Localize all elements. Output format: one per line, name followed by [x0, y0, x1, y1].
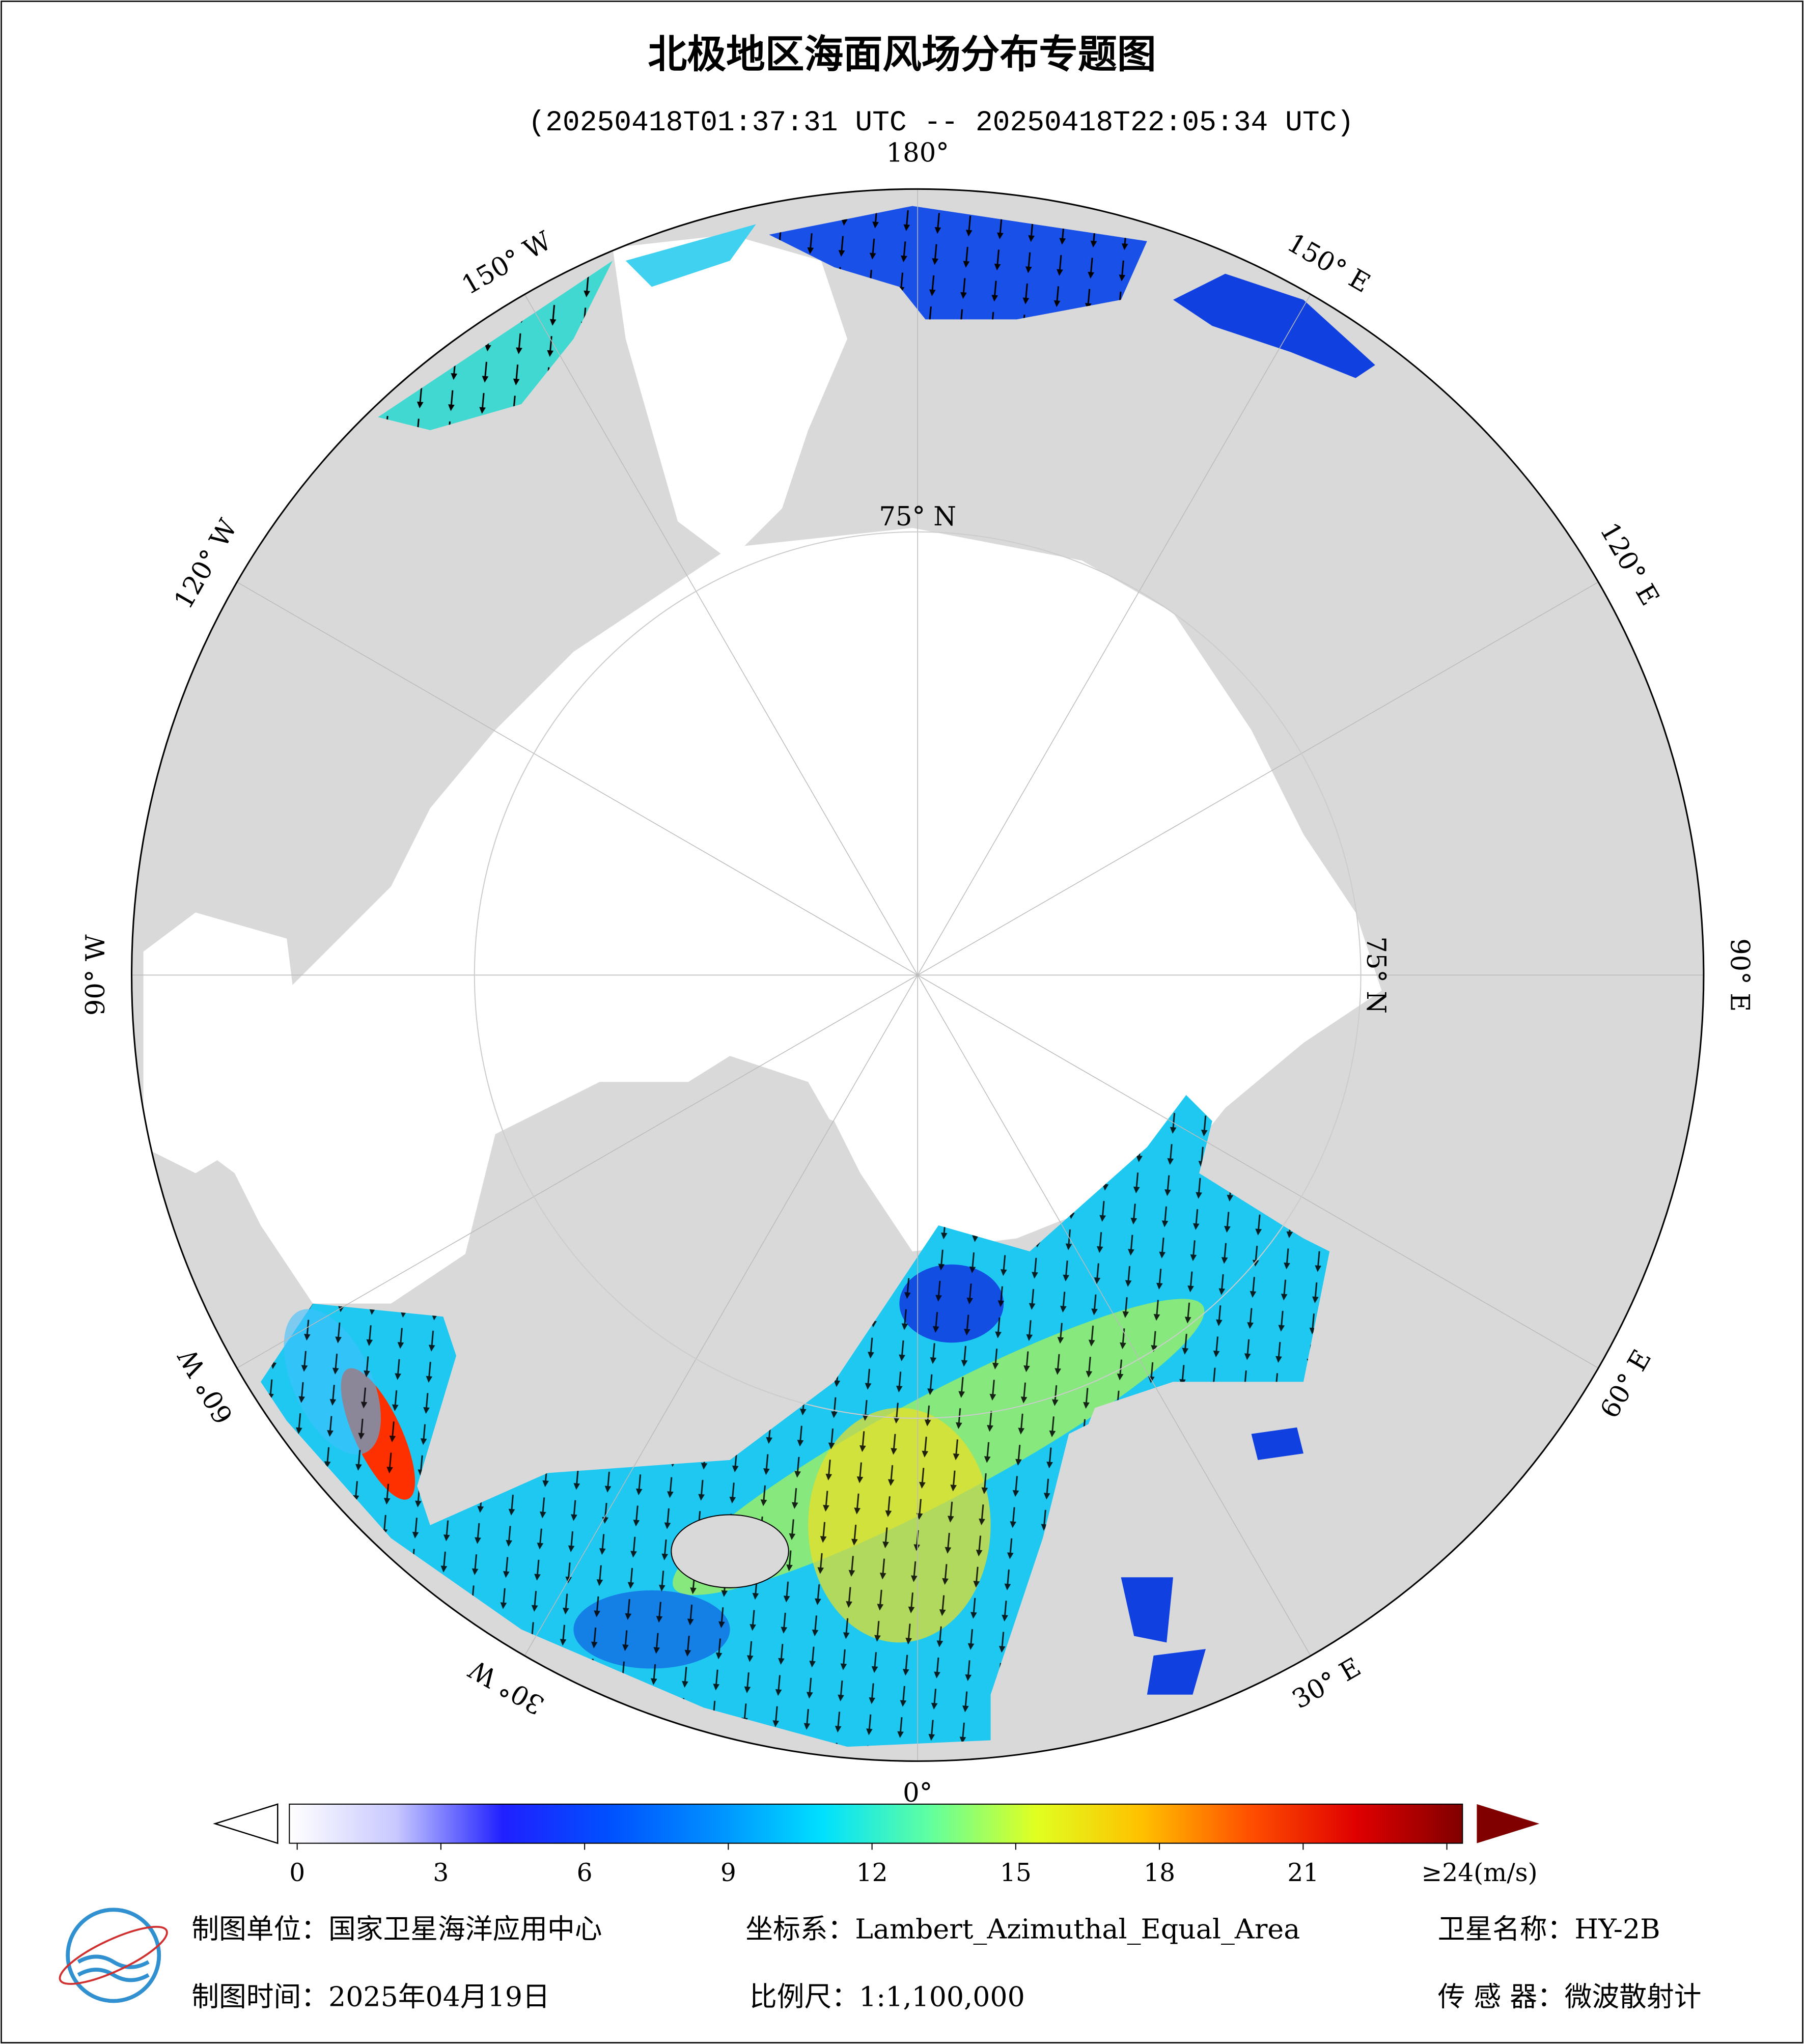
- colorbar-tick-label: 9: [720, 1859, 736, 1887]
- footer-scale: 比例尺：1:1,100,000: [750, 1981, 1025, 2013]
- footer-date: 制图时间：2025年04月19日: [191, 1981, 550, 2013]
- wind-baltic: [1147, 1649, 1206, 1695]
- logo: [59, 1908, 168, 2003]
- wind-okhotsk: [1173, 273, 1375, 378]
- map-title: 北极地区海面风场分布专题图: [648, 32, 1156, 77]
- footer-unit: 制图单位：国家卫星海洋应用中心: [191, 1913, 602, 1945]
- bering-sea: [613, 234, 847, 561]
- colorbar-tick-label: 3: [433, 1859, 449, 1887]
- colorbar: 0 3 6 9 12 15 18 21 ≥24(m/s): [213, 1803, 1540, 1887]
- colorbar-tick-label: 15: [1000, 1859, 1032, 1887]
- wind-arrows: [260, 1095, 1330, 1747]
- arctic-ocean: [150, 528, 1382, 1304]
- logo-orbit: [59, 1925, 168, 1985]
- wind-arrows: [378, 261, 613, 430]
- wind-arrows: [769, 206, 1147, 320]
- colorbar-over: [1477, 1804, 1540, 1843]
- meridian: [236, 974, 918, 1369]
- graticule: [131, 189, 1704, 1761]
- colorbar-tick-label: 18: [1144, 1859, 1175, 1887]
- lon-label: 90° E: [1724, 938, 1755, 1012]
- meridian: [236, 581, 918, 975]
- lat-label: 75° N: [1361, 936, 1391, 1014]
- wind-baltic: [1121, 1577, 1173, 1643]
- meridian: [917, 294, 1311, 975]
- colorbar-tick-label: 21: [1287, 1859, 1319, 1887]
- map-outline: [131, 188, 1705, 1762]
- lon-label: 90° W: [80, 934, 111, 1016]
- colorbar-tick-label: 6: [577, 1859, 593, 1887]
- colorbar-tick-label: 0: [289, 1859, 305, 1887]
- colorbar-tick-label: ≥24(m/s): [1422, 1859, 1538, 1887]
- colorbar-bar: [289, 1803, 1463, 1844]
- meridian: [524, 974, 918, 1656]
- meridian: [524, 294, 918, 975]
- colorbar-under: [213, 1803, 279, 1844]
- colorbar-tick-label: 12: [856, 1859, 888, 1887]
- map-subtitle: (20250418T01:37:31 UTC -- 20250418T22:05…: [528, 106, 1354, 139]
- lon-label: 180°: [886, 138, 949, 169]
- wind-bering: [625, 224, 756, 287]
- footer-satellite: 卫星名称：HY-2B: [1438, 1913, 1660, 1945]
- lon-label: 0°: [903, 1778, 932, 1808]
- meridian: [917, 974, 1599, 1369]
- lat-label: 75° N: [879, 501, 956, 532]
- meridian: [917, 581, 1599, 975]
- footer: 制图单位：国家卫星海洋应用中心 坐标系：Lambert_Azimuthal_Eq…: [191, 1913, 1701, 2013]
- footer-sensor: 传 感 器：微波散射计: [1438, 1981, 1702, 2013]
- wind-white-sea: [1251, 1427, 1303, 1460]
- logo-waves: [77, 1954, 150, 1982]
- iceland: [671, 1514, 789, 1588]
- scandinavia: [1030, 1382, 1252, 1747]
- parallel: [474, 531, 1362, 1419]
- hudson-bay: [143, 912, 300, 1173]
- meridian: [917, 974, 1311, 1656]
- footer-crs: 坐标系：Lambert_Azimuthal_Equal_Area: [745, 1913, 1300, 1945]
